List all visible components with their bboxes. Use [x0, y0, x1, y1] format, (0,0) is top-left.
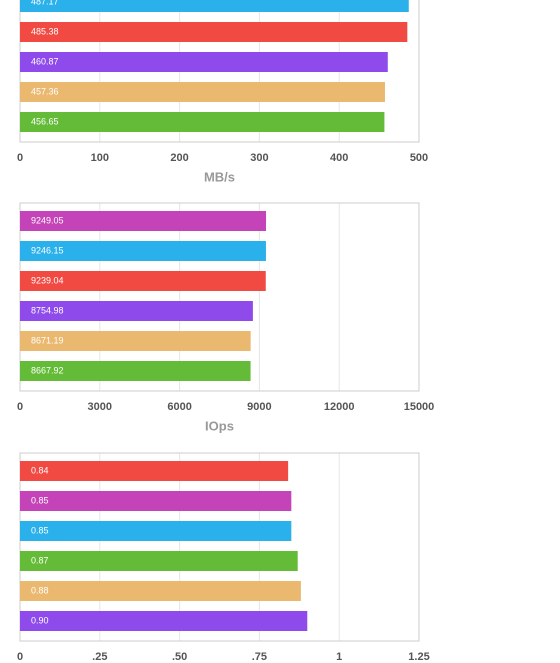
x-tick-label: 1.25 [408, 651, 429, 663]
bar [20, 211, 267, 231]
bar [20, 491, 292, 511]
value-label: 9246.15 [31, 245, 64, 255]
bar [20, 112, 385, 132]
x-tick-label: 3000 [88, 401, 112, 413]
x-tick-label: 12000 [324, 401, 355, 413]
bar [20, 241, 266, 261]
bar [20, 82, 385, 102]
bar [20, 301, 253, 321]
value-label: 0.90 [31, 615, 49, 625]
x-tick-label: 300 [250, 152, 268, 164]
x-axis-title: MB/s [204, 169, 235, 184]
x-tick-label: 0 [17, 152, 23, 164]
bar [20, 581, 301, 601]
value-label: 9239.04 [31, 275, 64, 285]
x-tick-label: 0 [17, 651, 23, 663]
bar [20, 52, 388, 72]
x-axis-title: IOps [205, 418, 234, 433]
x-tick-label: .25 [92, 651, 107, 663]
x-tick-label: 0 [17, 401, 23, 413]
x-tick-label: 200 [170, 152, 188, 164]
bar [20, 611, 308, 631]
x-tick-label: 100 [91, 152, 109, 164]
value-label: 460.87 [31, 56, 59, 66]
plot-frame [19, 452, 420, 642]
bar [20, 331, 251, 351]
value-label: 8754.98 [31, 305, 64, 315]
bar [20, 361, 251, 381]
x-tick-label: 400 [330, 152, 348, 164]
value-label: 487.17 [31, 0, 59, 6]
plot-frame [19, 202, 420, 392]
value-label: 9249.05 [31, 215, 64, 225]
bar [20, 0, 409, 12]
x-tick-label: 500 [410, 152, 428, 164]
plot-border [19, 452, 420, 642]
x-tick-label: 9000 [247, 401, 271, 413]
bar [20, 271, 266, 291]
x-tick-label: .50 [172, 651, 187, 663]
value-label: 0.85 [31, 525, 49, 535]
value-label: 0.88 [31, 585, 49, 595]
x-tick-label: .75 [252, 651, 267, 663]
x-tick-label: 15000 [404, 401, 435, 413]
x-tick-label: 6000 [167, 401, 191, 413]
x-tick-label: 1 [336, 651, 342, 663]
bar [20, 22, 408, 42]
bar [20, 461, 289, 481]
bar [20, 551, 298, 571]
value-label: 0.84 [31, 465, 49, 475]
value-label: 485.38 [31, 26, 59, 36]
value-label: 8671.19 [31, 335, 64, 345]
value-label: 456.65 [31, 116, 59, 126]
value-label: 0.85 [31, 495, 49, 505]
plot-border [19, 202, 420, 392]
value-label: 457.36 [31, 86, 59, 96]
value-label: 8667.92 [31, 365, 64, 375]
bar [20, 521, 292, 541]
value-label: 0.87 [31, 555, 49, 565]
